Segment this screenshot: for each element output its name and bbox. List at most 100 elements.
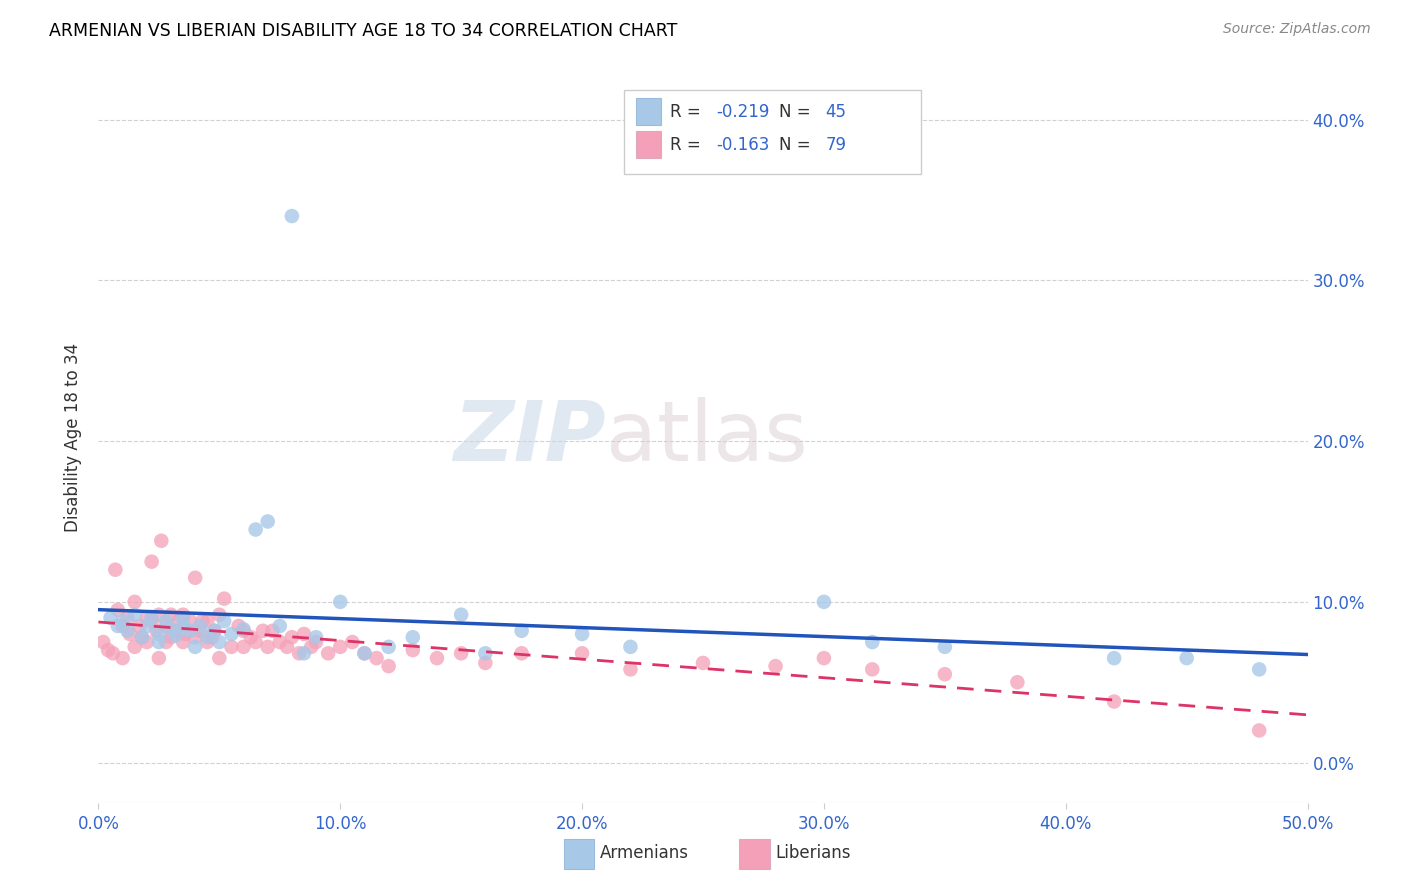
Point bbox=[104, 563, 127, 577]
Point bbox=[172, 607, 194, 622]
Point bbox=[212, 614, 235, 628]
Point bbox=[402, 643, 425, 657]
Point bbox=[860, 662, 883, 676]
Point bbox=[160, 622, 183, 636]
Point bbox=[305, 630, 328, 644]
Point bbox=[148, 607, 170, 622]
Point bbox=[195, 614, 218, 628]
Point bbox=[510, 624, 533, 638]
Text: N =: N = bbox=[779, 136, 815, 153]
Point bbox=[619, 662, 641, 676]
Point bbox=[208, 651, 231, 665]
Point bbox=[141, 555, 163, 569]
Point bbox=[195, 630, 218, 644]
Point bbox=[100, 611, 122, 625]
Point bbox=[135, 611, 157, 625]
Text: R =: R = bbox=[671, 103, 706, 120]
Point bbox=[191, 614, 214, 628]
Text: ZIP: ZIP bbox=[454, 397, 606, 477]
Point bbox=[281, 209, 304, 223]
Point bbox=[167, 614, 190, 628]
Point bbox=[160, 607, 183, 622]
Point bbox=[160, 630, 183, 644]
Point bbox=[97, 643, 120, 657]
Point bbox=[117, 624, 139, 638]
Point bbox=[1249, 723, 1271, 738]
Point bbox=[571, 646, 593, 660]
Point bbox=[329, 595, 352, 609]
Point bbox=[101, 646, 124, 660]
Point bbox=[131, 630, 153, 644]
Point bbox=[141, 614, 163, 628]
Point bbox=[150, 533, 173, 548]
Point bbox=[184, 640, 207, 654]
Point bbox=[252, 624, 274, 638]
Point bbox=[148, 635, 170, 649]
Point bbox=[165, 629, 187, 643]
Point bbox=[245, 523, 267, 537]
Point bbox=[172, 611, 194, 625]
Point bbox=[188, 624, 211, 638]
FancyBboxPatch shape bbox=[624, 90, 921, 174]
Point bbox=[124, 640, 146, 654]
FancyBboxPatch shape bbox=[637, 130, 661, 159]
Point bbox=[188, 619, 211, 633]
Text: -0.163: -0.163 bbox=[716, 136, 769, 153]
Text: Liberians: Liberians bbox=[776, 844, 851, 862]
Point bbox=[934, 667, 956, 681]
Point bbox=[212, 591, 235, 606]
Text: Source: ZipAtlas.com: Source: ZipAtlas.com bbox=[1223, 22, 1371, 37]
Point bbox=[281, 630, 304, 644]
Point bbox=[195, 635, 218, 649]
Point bbox=[426, 651, 449, 665]
Point bbox=[329, 640, 352, 654]
Point bbox=[184, 630, 207, 644]
Point bbox=[135, 619, 157, 633]
Point bbox=[692, 656, 714, 670]
Point bbox=[1007, 675, 1029, 690]
Point bbox=[111, 614, 134, 628]
Point bbox=[377, 640, 399, 654]
Point bbox=[228, 619, 250, 633]
Text: -0.219: -0.219 bbox=[716, 103, 769, 120]
Point bbox=[860, 635, 883, 649]
Point bbox=[172, 635, 194, 649]
Point bbox=[269, 635, 291, 649]
Text: 45: 45 bbox=[825, 103, 846, 120]
Point bbox=[813, 651, 835, 665]
Point bbox=[450, 607, 472, 622]
Point bbox=[221, 640, 243, 654]
Point bbox=[1102, 651, 1125, 665]
Point bbox=[184, 571, 207, 585]
Point bbox=[128, 619, 150, 633]
Point bbox=[377, 659, 399, 673]
FancyBboxPatch shape bbox=[740, 839, 769, 869]
Text: R =: R = bbox=[671, 136, 706, 153]
Point bbox=[111, 651, 134, 665]
Point bbox=[342, 635, 364, 649]
Point bbox=[256, 515, 278, 529]
Point bbox=[179, 624, 201, 638]
Point bbox=[208, 635, 231, 649]
Point bbox=[148, 651, 170, 665]
Point bbox=[165, 624, 187, 638]
Point bbox=[232, 624, 254, 638]
Point bbox=[474, 656, 496, 670]
Point bbox=[201, 630, 224, 644]
Text: 79: 79 bbox=[825, 136, 846, 153]
Point bbox=[179, 614, 201, 628]
Text: Armenians: Armenians bbox=[600, 844, 689, 862]
Point bbox=[172, 619, 194, 633]
Point bbox=[474, 646, 496, 660]
Point bbox=[353, 646, 375, 660]
Point bbox=[221, 627, 243, 641]
Text: atlas: atlas bbox=[606, 397, 808, 477]
FancyBboxPatch shape bbox=[637, 98, 661, 126]
Point bbox=[232, 622, 254, 636]
Point bbox=[262, 624, 284, 638]
Point bbox=[299, 640, 322, 654]
Point bbox=[155, 635, 177, 649]
Text: ARMENIAN VS LIBERIAN DISABILITY AGE 18 TO 34 CORRELATION CHART: ARMENIAN VS LIBERIAN DISABILITY AGE 18 T… bbox=[49, 22, 678, 40]
Point bbox=[107, 619, 129, 633]
Point bbox=[155, 614, 177, 628]
